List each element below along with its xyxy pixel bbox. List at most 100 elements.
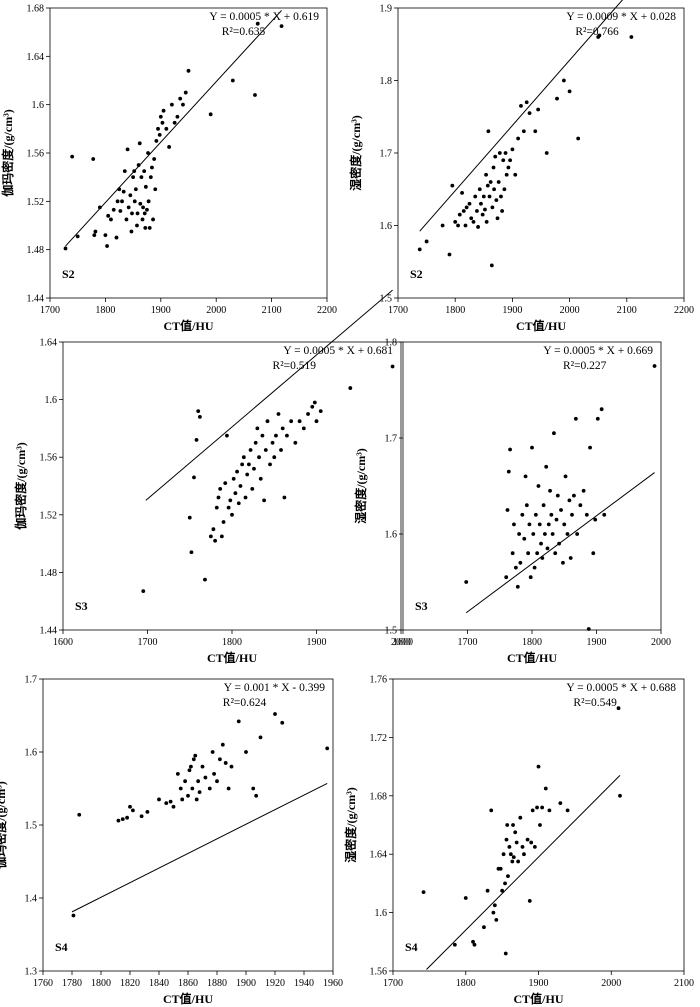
x-tick-label: 1780 bbox=[62, 978, 82, 989]
x-tick-label: 1700 bbox=[383, 978, 403, 989]
data-point bbox=[527, 899, 532, 903]
data-point bbox=[141, 589, 146, 594]
data-point bbox=[497, 151, 502, 155]
data-point bbox=[158, 114, 163, 119]
data-point bbox=[538, 823, 542, 827]
data-point bbox=[484, 219, 489, 224]
regression-line bbox=[145, 289, 393, 501]
x-axis-label: CT值/HU bbox=[513, 991, 563, 1006]
data-point bbox=[180, 797, 185, 802]
x-tick-label: 1860 bbox=[178, 978, 198, 989]
x-tick-label: 1700 bbox=[138, 637, 158, 648]
data-point bbox=[485, 183, 490, 188]
data-point bbox=[272, 455, 277, 460]
x-tick-label: 1600 bbox=[393, 637, 413, 648]
data-point bbox=[513, 172, 518, 177]
data-point bbox=[193, 753, 198, 758]
data-point bbox=[164, 801, 169, 805]
data-point bbox=[532, 565, 537, 570]
data-point bbox=[189, 550, 194, 555]
data-point bbox=[504, 575, 509, 580]
data-point bbox=[105, 244, 109, 248]
data-point bbox=[535, 551, 540, 556]
data-point bbox=[461, 209, 466, 213]
data-point bbox=[197, 790, 202, 795]
data-point bbox=[187, 515, 192, 520]
y-tick-label: 1.7 bbox=[25, 675, 38, 686]
y-tick-label: 1.48 bbox=[27, 245, 45, 256]
data-point bbox=[146, 199, 151, 204]
data-point bbox=[652, 364, 657, 368]
data-point bbox=[554, 517, 559, 522]
data-point bbox=[496, 180, 501, 184]
data-point bbox=[258, 476, 263, 481]
y-tick-label: 1.68 bbox=[27, 4, 45, 15]
y-tick-label: 1.48 bbox=[40, 568, 58, 579]
data-point bbox=[529, 840, 534, 845]
data-point bbox=[203, 577, 207, 582]
y-tick-label: 1.6 bbox=[25, 748, 38, 759]
regression-equation: Y = 0.0009 * X + 0.028 bbox=[566, 11, 676, 23]
x-tick-label: 1800 bbox=[222, 637, 242, 648]
data-point bbox=[516, 859, 521, 864]
data-point bbox=[504, 837, 509, 842]
data-point bbox=[226, 505, 231, 510]
regression-equation: Y = 0.0005 * X + 0.619 bbox=[209, 11, 319, 23]
data-point bbox=[562, 522, 567, 527]
x-tick-label: 2000 bbox=[560, 305, 580, 316]
data-point bbox=[505, 508, 510, 512]
data-point bbox=[492, 187, 496, 192]
y-tick-label: 1.7 bbox=[385, 434, 398, 445]
data-point bbox=[236, 501, 241, 506]
data-point bbox=[518, 560, 523, 565]
data-point bbox=[135, 211, 140, 216]
y-tick-label: 1.56 bbox=[370, 967, 388, 978]
data-point bbox=[255, 426, 260, 431]
data-point bbox=[297, 419, 302, 424]
data-point bbox=[124, 217, 129, 222]
data-point bbox=[186, 68, 191, 73]
data-point bbox=[178, 786, 183, 791]
data-point bbox=[489, 808, 494, 813]
data-point bbox=[530, 445, 534, 450]
data-point bbox=[453, 219, 458, 224]
site-label: S4 bbox=[405, 940, 418, 954]
data-point bbox=[116, 818, 121, 823]
data-point bbox=[473, 194, 478, 199]
data-point bbox=[586, 627, 591, 631]
data-point bbox=[207, 786, 212, 791]
y-tick-label: 1.56 bbox=[40, 453, 58, 464]
data-point bbox=[111, 207, 116, 212]
x-tick-label: 1700 bbox=[40, 305, 60, 316]
data-point bbox=[175, 114, 180, 119]
data-point bbox=[178, 96, 183, 101]
data-point bbox=[208, 534, 213, 539]
regression-equation: Y = 0.0005 * X + 0.669 bbox=[543, 345, 653, 357]
data-point bbox=[221, 520, 226, 524]
data-point bbox=[203, 775, 208, 780]
data-point bbox=[146, 151, 150, 155]
data-point bbox=[118, 209, 123, 213]
data-point bbox=[508, 158, 513, 163]
y-tick-label: 1.6 bbox=[45, 395, 58, 406]
data-point bbox=[254, 793, 259, 798]
data-point bbox=[450, 183, 455, 188]
data-point bbox=[447, 252, 452, 257]
data-point bbox=[126, 205, 131, 210]
x-tick-label: 1800 bbox=[522, 637, 542, 648]
data-point bbox=[196, 779, 201, 784]
data-point bbox=[250, 486, 255, 491]
data-point bbox=[463, 896, 468, 900]
data-point bbox=[602, 512, 607, 517]
x-axis-label: CT值/HU bbox=[163, 318, 213, 333]
site-label: S3 bbox=[75, 599, 88, 613]
data-point bbox=[543, 532, 547, 536]
data-point bbox=[503, 881, 507, 886]
data-point bbox=[491, 910, 496, 915]
x-tick-label: 1700 bbox=[458, 637, 478, 648]
data-point bbox=[565, 532, 570, 536]
data-point bbox=[549, 512, 554, 517]
data-point bbox=[629, 35, 634, 39]
data-point bbox=[481, 194, 486, 199]
data-point bbox=[314, 419, 319, 424]
